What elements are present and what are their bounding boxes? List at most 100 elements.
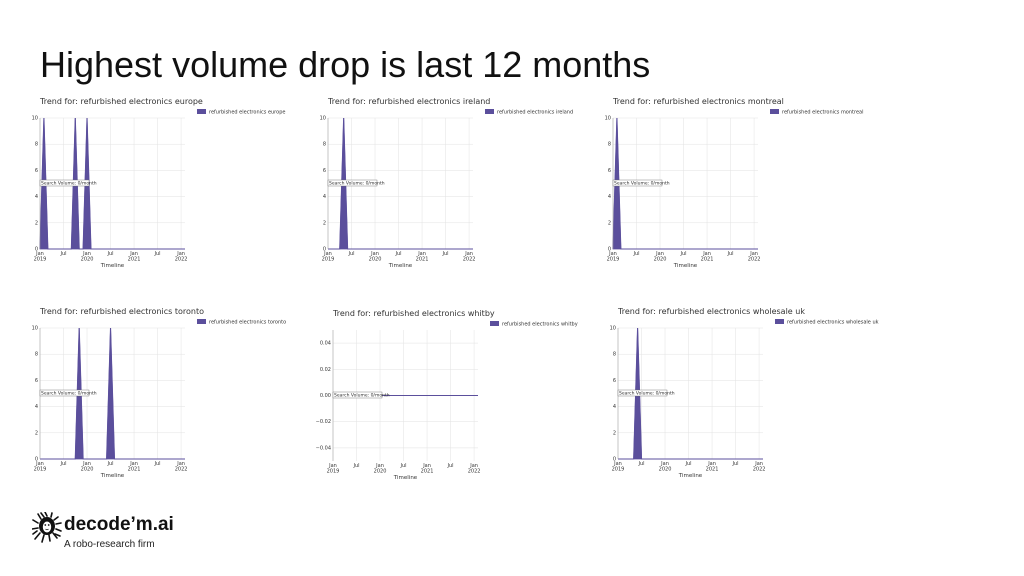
x-tick-label: Jan 2020: [374, 463, 387, 475]
x-tick-label: Jul: [727, 251, 734, 257]
annotation-text: Search Volume: 0/month: [614, 181, 670, 187]
y-tick-label: 4: [35, 194, 38, 200]
legend-entry: refurbished electronics whitby: [502, 321, 578, 327]
series-line: [40, 327, 185, 460]
annotation-text: Search Volume: 0/month: [619, 391, 675, 397]
y-tick-label: 10: [610, 326, 616, 332]
x-tick-label: Jul: [400, 463, 407, 469]
x-axis-label: Timeline: [100, 263, 125, 269]
slide-title: Highest volume drop is last 12 months: [40, 44, 651, 85]
y-tick-label: 6: [323, 168, 326, 174]
trend-chart-ireland: Trend for: refurbished electronics irela…: [318, 92, 598, 274]
x-tick-label: Jan 2022: [748, 251, 761, 263]
trend-chart-wholesale-uk: Trend for: refurbished electronics whole…: [608, 302, 888, 484]
trend-chart-toronto: Trend for: refurbished electronics toron…: [30, 302, 310, 484]
brand-tagline: A robo-research firm: [64, 539, 155, 550]
annotation-text: Search Volume: 0/month: [41, 391, 97, 397]
y-tick-label: 4: [323, 194, 326, 200]
x-tick-label: Jan 2019: [327, 463, 340, 475]
y-tick-label: 4: [608, 194, 611, 200]
x-tick-label: Jan 2022: [468, 463, 481, 475]
x-tick-label: Jan 2020: [369, 251, 382, 263]
y-tick-label: 4: [35, 404, 38, 410]
annotation-box: [617, 389, 668, 397]
chart-title: Trend for: refurbished electronics whole…: [617, 307, 805, 316]
y-tick-label: 10: [32, 116, 38, 122]
y-tick-label: 2: [613, 430, 616, 436]
legend-entry: refurbished electronics toronto: [209, 319, 286, 325]
y-tick-label: 10: [605, 116, 611, 122]
y-tick-label: 6: [35, 168, 38, 174]
y-tick-label: 2: [35, 220, 38, 226]
legend-swatch: [485, 109, 494, 114]
chart-svg: Trend for: refurbished electronics montr…: [605, 97, 864, 269]
x-tick-label: Jul: [395, 251, 402, 257]
trend-chart-montreal: Trend for: refurbished electronics montr…: [603, 92, 883, 274]
x-tick-label: Jan 2022: [463, 251, 476, 263]
x-tick-label: Jan 2020: [81, 251, 94, 263]
x-tick-label: Jan 2019: [34, 251, 47, 263]
x-tick-label: Jan 2021: [701, 251, 714, 263]
x-axis-label: Timeline: [100, 473, 125, 479]
chart-title: Trend for: refurbished electronics europ…: [39, 97, 203, 106]
x-tick-label: Jul: [59, 251, 66, 257]
x-tick-label: Jan 2019: [612, 461, 625, 473]
y-tick-label: 2: [323, 220, 326, 226]
y-tick-label: 0: [613, 457, 616, 463]
series-line: [328, 117, 473, 250]
legend-swatch: [490, 321, 499, 326]
x-tick-label: Jan 2021: [416, 251, 429, 263]
legend-swatch: [775, 319, 784, 324]
legend-entry: refurbished electronics wholesale uk: [787, 319, 879, 325]
y-tick-label: 6: [35, 378, 38, 384]
x-tick-label: Jul: [59, 461, 66, 467]
y-tick-label: 2: [35, 430, 38, 436]
legend-swatch: [197, 319, 206, 324]
x-tick-label: Jan 2020: [654, 251, 667, 263]
x-tick-label: Jul: [154, 251, 161, 257]
brand-name: decode’m.ai: [64, 514, 174, 535]
series-line: [618, 327, 763, 460]
annotation-text: Search Volume: 0/month: [329, 181, 385, 187]
lion-head-icon: [32, 512, 62, 543]
annotation-box: [39, 389, 90, 397]
y-tick-label: 8: [608, 142, 611, 148]
y-tick-label: 10: [32, 326, 38, 332]
x-tick-label: Jan 2022: [175, 461, 188, 473]
x-tick-label: Jan 2022: [175, 251, 188, 263]
legend-swatch: [197, 109, 206, 114]
chart-svg: Trend for: refurbished electronics whole…: [610, 307, 879, 479]
y-tick-label: 4: [613, 404, 616, 410]
legend-entry: refurbished electronics ireland: [497, 109, 573, 115]
y-tick-label: 0: [35, 457, 38, 463]
x-tick-label: Jan 2021: [421, 463, 434, 475]
annotation-text: Search Volume: 0/month: [41, 181, 97, 187]
brand-logo: decode’m.ai A robo-research firm: [32, 512, 232, 562]
x-axis-label: Timeline: [393, 475, 418, 481]
x-tick-label: Jul: [447, 463, 454, 469]
x-tick-label: Jan 2020: [81, 461, 94, 473]
chart-svg: Trend for: refurbished electronics toron…: [32, 307, 287, 479]
annotation-box: [327, 179, 378, 187]
y-tick-label: 2: [608, 220, 611, 226]
legend-entry: refurbished electronics europe: [209, 109, 285, 115]
annotation-box: [39, 179, 90, 187]
x-tick-label: Jan 2021: [128, 251, 141, 263]
legend-entry: refurbished electronics montreal: [782, 109, 863, 115]
x-tick-label: Jan 2019: [607, 251, 620, 263]
x-axis-label: Timeline: [673, 263, 698, 269]
x-tick-label: Jan 2019: [322, 251, 335, 263]
annotation-box: [612, 179, 663, 187]
y-tick-label: 0: [608, 247, 611, 253]
x-tick-label: Jan 2021: [706, 461, 719, 473]
y-tick-label: −0.02: [316, 419, 331, 425]
x-tick-label: Jul: [680, 251, 687, 257]
chart-svg: Trend for: refurbished electronics irela…: [320, 97, 574, 269]
x-tick-label: Jan 2020: [659, 461, 672, 473]
annotation-box: [332, 391, 383, 399]
chart-title: Trend for: refurbished electronics irela…: [327, 97, 490, 106]
y-tick-label: 8: [613, 352, 616, 358]
y-tick-label: 0.02: [320, 367, 331, 373]
annotation-text: Search Volume: 0/month: [334, 393, 390, 399]
legend-swatch: [770, 109, 779, 114]
